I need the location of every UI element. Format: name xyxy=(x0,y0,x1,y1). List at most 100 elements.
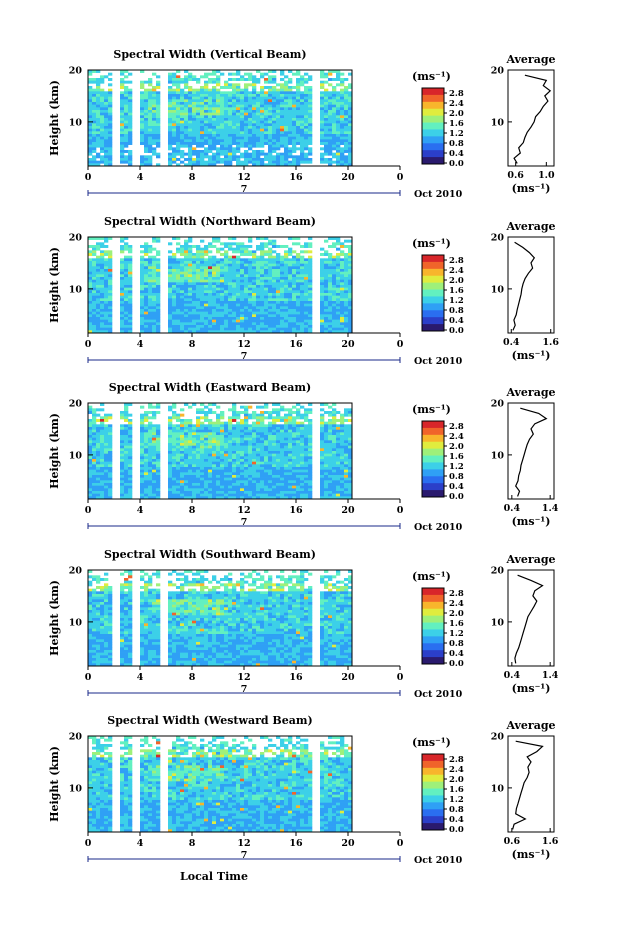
heatmap-cell xyxy=(348,282,353,286)
heatmap-cell xyxy=(340,330,345,334)
heatmap-cell xyxy=(264,237,269,240)
heatmap-cell xyxy=(216,480,221,484)
heatmap-cell xyxy=(152,317,157,320)
heatmap-cell xyxy=(176,152,181,156)
heatmap-cell xyxy=(240,325,245,328)
heatmap-cell xyxy=(176,107,181,111)
heatmap-cell xyxy=(180,94,185,97)
heatmap-cell xyxy=(256,266,261,270)
heatmap-cell xyxy=(88,306,93,310)
heatmap-cell xyxy=(268,247,273,251)
heatmap-cell xyxy=(124,80,129,84)
heatmap-cell xyxy=(168,293,173,296)
heatmap-cell xyxy=(120,443,125,446)
heatmap-cell xyxy=(212,306,217,310)
heatmap-cell xyxy=(244,118,249,121)
heatmap-cell xyxy=(332,255,337,259)
heatmap-cell xyxy=(140,134,145,137)
heatmap-cell xyxy=(236,496,241,500)
heatmap-cell xyxy=(180,480,185,484)
heatmap-cell xyxy=(268,136,273,140)
heatmap-cell xyxy=(272,99,277,103)
heatmap-cell xyxy=(172,104,177,108)
heatmap-cell xyxy=(140,469,145,473)
heatmap-cell xyxy=(128,104,133,108)
heatmap-cell xyxy=(196,477,201,481)
heatmap-cell xyxy=(128,445,133,449)
heatmap-cell xyxy=(244,435,249,438)
heatmap-cell xyxy=(236,88,241,92)
heatmap-cell xyxy=(172,282,177,286)
heatmap-cell xyxy=(120,483,125,486)
heatmap-cell xyxy=(324,279,329,283)
average-profile-line xyxy=(513,74,552,164)
heatmap-cell xyxy=(144,245,149,248)
heatmap-cell xyxy=(172,96,177,100)
heatmap-cell xyxy=(244,287,249,291)
heatmap-cell xyxy=(108,472,113,476)
heatmap-cell xyxy=(256,274,261,278)
heatmap-cell xyxy=(100,459,105,462)
heatmap-cell xyxy=(120,115,125,119)
heatmap-cell xyxy=(196,112,201,116)
heatmap-cell xyxy=(296,142,301,145)
heatmap-cell xyxy=(336,279,341,283)
heatmap-cell xyxy=(296,314,301,318)
heatmap-cell xyxy=(260,94,265,97)
heatmap-cell xyxy=(180,131,185,135)
heatmap-cell xyxy=(120,451,125,454)
heatmap-cell xyxy=(176,282,181,286)
heatmap-cell xyxy=(156,451,161,454)
heatmap-cell xyxy=(156,443,161,446)
heatmap-cell xyxy=(296,91,301,95)
heatmap-cell xyxy=(92,290,97,294)
heatmap-cell xyxy=(244,427,249,430)
heatmap-cell xyxy=(348,150,353,153)
heatmap-cell xyxy=(176,325,181,328)
heatmap-cell xyxy=(240,472,245,476)
heatmap-cell xyxy=(264,277,269,280)
heatmap-cell xyxy=(220,413,225,417)
heatmap-cell xyxy=(156,282,161,286)
heatmap-cell xyxy=(192,261,197,264)
heatmap-cell xyxy=(196,282,201,286)
heatmap-cell xyxy=(184,464,189,468)
heatmap-cell xyxy=(152,99,157,103)
heatmap-cell xyxy=(288,118,293,121)
heatmap-cell xyxy=(216,258,221,262)
heatmap-cell xyxy=(176,317,181,320)
heatmap-cell xyxy=(320,298,325,302)
heatmap-cell xyxy=(340,271,345,275)
heatmap-cell xyxy=(336,301,341,304)
heatmap-cell xyxy=(96,115,101,119)
heatmap-cell xyxy=(88,435,93,438)
heatmap-cell xyxy=(176,112,181,116)
heatmap-cell xyxy=(276,295,281,299)
heatmap-cell xyxy=(144,464,149,468)
heatmap-cell xyxy=(120,245,125,248)
heatmap-cell xyxy=(332,277,337,280)
heatmap-cell xyxy=(96,123,101,127)
heatmap-cell xyxy=(292,160,297,164)
heatmap-cell xyxy=(128,443,133,446)
heatmap-cell xyxy=(124,134,129,137)
heatmap-cell xyxy=(244,327,249,331)
heatmap-cell xyxy=(92,493,97,497)
heatmap-cell xyxy=(104,123,109,127)
heatmap-cell xyxy=(128,432,133,436)
heatmap-cell xyxy=(120,306,125,310)
colorbar-tick-label: 0.8 xyxy=(449,139,464,149)
heatmap-cell xyxy=(344,163,349,167)
heatmap-cell xyxy=(284,282,289,286)
heatmap-cell xyxy=(348,155,353,159)
heatmap-cell xyxy=(308,110,313,113)
heatmap-cell xyxy=(304,158,309,161)
heatmap-cell xyxy=(208,118,213,121)
heatmap-cell xyxy=(184,112,189,116)
heatmap-cell xyxy=(144,445,149,449)
heatmap-cell xyxy=(100,496,105,500)
heatmap-cell xyxy=(156,327,161,331)
heatmap-cell xyxy=(96,419,101,422)
heatmap-cell xyxy=(340,102,345,105)
heatmap-cell xyxy=(328,160,333,164)
